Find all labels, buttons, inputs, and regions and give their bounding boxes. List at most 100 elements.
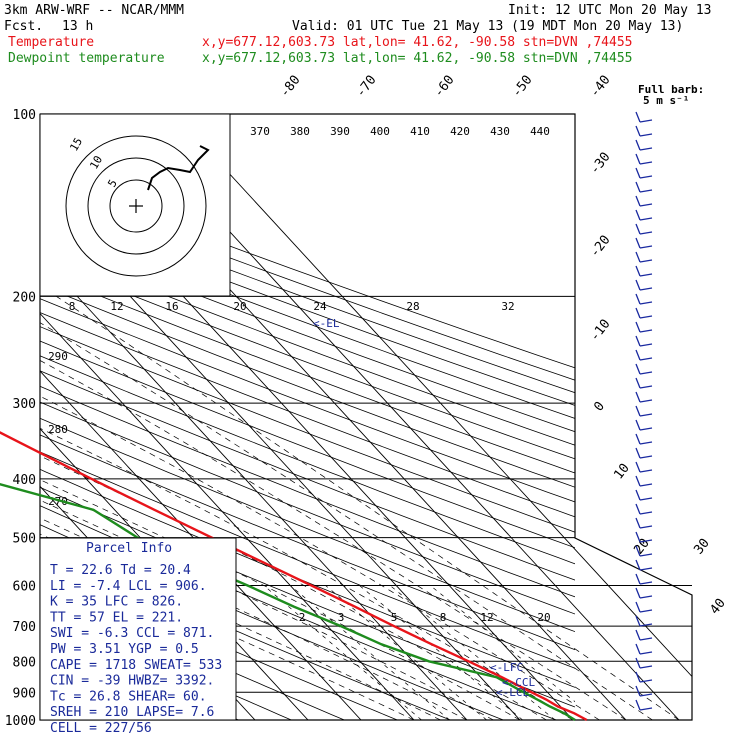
dry-adiabat [40,271,575,474]
wind-barb [635,475,641,487]
wind-barb [639,147,653,151]
wind-barb [639,357,653,361]
wind-barb [639,595,653,599]
theta-label: 380 [290,125,310,138]
wind-barb [639,399,653,403]
valid-time: Valid: 01 UTC Tue 21 May 13 (19 MDT Mon … [292,19,683,34]
wind-barb [635,307,641,319]
parcel-info-row: PW = 3.51 YGP = 0.5 [50,642,199,657]
wind-barb [639,679,653,683]
speed-label: 32 [501,300,514,313]
level-marker: <-EL [313,317,340,330]
forecast-label: Fcst. [4,19,43,34]
isotherm-label: -10 [587,317,613,345]
model-title: 3km ARW-WRF -- NCAR/MMM [4,3,184,18]
pressure-tick-label: 200 [13,290,36,305]
wind-barb [639,161,653,165]
dry-adiabat [40,233,575,433]
wind-barb [639,441,653,445]
dry-adiabat [40,564,398,720]
wind-barb [639,203,653,207]
wind-barb [639,259,653,263]
wind-barb [635,125,641,137]
wind-barb [635,153,641,165]
wind-barb [635,293,641,305]
parcel-info-frame [39,537,237,721]
wind-barb [635,335,641,347]
mixing-ratio-label: 8 [440,611,447,624]
parcel-info-box: Parcel Info T = 22.6 Td = 20.4LI = -7.4 … [39,537,237,736]
wind-barb [635,699,641,711]
mixing-ratio-label: 3 [338,611,345,624]
mixing-ratio-line [389,585,556,720]
wind-barb [635,615,641,627]
wind-barb [639,665,653,669]
parcel-info-row: T = 22.6 Td = 20.4 [50,563,191,578]
isotherm-label: 0 [591,399,608,414]
wind-barb [639,175,653,179]
dry-adiabat [40,173,575,369]
dry-adiabat [40,245,575,446]
wind-barb [639,581,653,585]
wind-barb [639,455,653,459]
dry-adiabat [40,370,575,581]
mixing-ratio-line [290,585,450,720]
wind-barb [635,531,641,543]
wind-barb [635,321,641,333]
wind-barb [639,427,653,431]
parcel-info-title: Parcel Info [86,541,172,556]
dewpoint-legend-label: Dewpoint temperature [8,51,165,66]
wind-barb [639,329,653,333]
dry-adiabat [40,434,575,651]
wind-barb [635,111,641,123]
wind-barb [639,651,653,655]
pressure-tick-label: 300 [13,397,36,412]
pressure-tick-label: 1000 [5,714,36,729]
isotherm-label: -30 [587,150,613,178]
dry-adiabat [40,220,575,419]
wind-barb [635,279,641,291]
moist-adiabat [40,296,627,720]
hodograph-ring-label: 15 [67,136,85,154]
parcel-info-row: LI = -7.4 LCL = 906. [50,579,207,594]
wind-barb [635,433,641,445]
wind-barb [635,237,641,249]
level-marker: <-CCL [502,676,535,689]
hodograph-ring [65,135,207,277]
wind-barb [635,503,641,515]
barb-legend-label: Full barb: [638,83,704,96]
dry-adiabat [40,298,575,503]
speed-label: 12 [110,300,123,313]
isotherm-label: -70 [353,73,379,101]
dry-adiabat [40,417,575,633]
dry-adiabat [40,326,575,533]
wind-barb [635,139,641,151]
pressure-tick-label: 900 [13,686,36,701]
wind-barb [635,559,641,571]
wind-barb [639,315,653,319]
pressure-tick-label: 800 [13,655,36,670]
mixing-ratio-label: 12 [480,611,493,624]
wind-barb [635,195,641,207]
wind-barb [639,623,653,627]
wind-barb [639,707,653,711]
parcel-info-row: TT = 57 EL = 221. [50,610,183,625]
parcel-info-row: CAPE = 1718 SWEAT= 533 [50,658,222,673]
wind-barb [639,469,653,473]
dry-adiabat [40,355,575,565]
hodograph-ring-label: 10 [87,154,105,172]
parcel-info-row: SREH = 210 LAPSE= 7.6 [50,705,214,720]
wind-barb [639,567,653,571]
isotherm-label: -50 [509,73,535,101]
theta-label: 390 [330,125,350,138]
isotherm-label: -40 [587,73,613,101]
isotherm-label: -80 [277,73,303,101]
wind-barb [639,539,653,543]
pressure-tick-label: 600 [13,580,36,595]
speed-label: 28 [406,300,419,313]
wind-barb [635,349,641,361]
wind-barb [635,209,641,221]
wind-barb [635,573,641,585]
wind-barb [635,447,641,459]
